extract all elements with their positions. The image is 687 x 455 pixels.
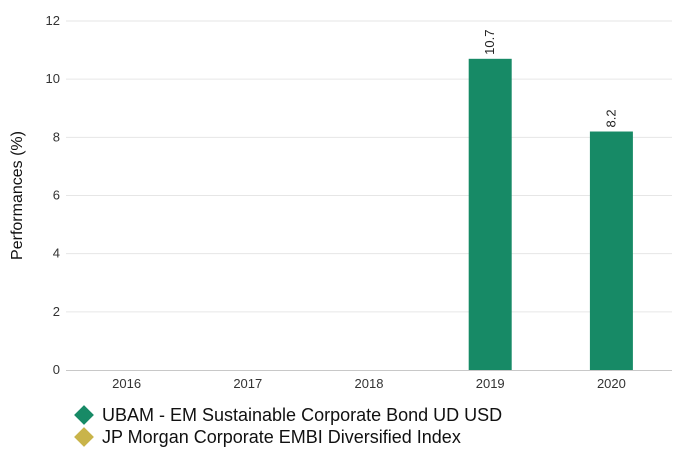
legend-item-series-2[interactable]: JP Morgan Corporate EMBI Diversified Ind…	[74, 426, 502, 448]
x-tick-label: 2018	[355, 376, 384, 391]
y-tick-label: 6	[53, 188, 60, 203]
x-axis-ticks: 2016 2017 2018 2019 2020	[112, 376, 626, 391]
bar-data-label: 8.2	[603, 109, 618, 127]
legend: UBAM - EM Sustainable Corporate Bond UD …	[74, 404, 502, 448]
bars: 10.7 8.2	[468, 29, 633, 370]
legend-item-series-1[interactable]: UBAM - EM Sustainable Corporate Bond UD …	[74, 404, 502, 426]
legend-label: UBAM - EM Sustainable Corporate Bond UD …	[102, 404, 503, 425]
y-tick-label: 2	[53, 304, 60, 319]
bar[interactable]	[468, 58, 512, 370]
y-axis-title: Performances (%)	[9, 131, 26, 260]
y-tick-label: 0	[53, 362, 60, 377]
x-tick-label: 2020	[597, 376, 626, 391]
y-tick-label: 10	[46, 71, 60, 86]
x-tick-label: 2019	[476, 376, 505, 391]
bar[interactable]	[589, 131, 633, 370]
y-tick-label: 12	[46, 13, 60, 28]
legend-diamond-icon	[74, 427, 94, 447]
legend-label: JP Morgan Corporate EMBI Diversified Ind…	[102, 426, 461, 447]
y-axis-ticks: 0 2 4 6 8 10 12	[46, 13, 60, 377]
gridlines	[66, 20, 672, 313]
legend-diamond-icon	[74, 405, 94, 425]
x-tick-label: 2016	[112, 376, 141, 391]
bar-chart: 0 2 4 6 8 10 12 10.7 8.2 2016 2017 2018 2019 2020 P…	[9, 13, 672, 391]
y-tick-label: 8	[53, 129, 60, 144]
x-tick-label: 2017	[233, 376, 262, 391]
y-tick-label: 4	[53, 246, 60, 261]
bar-data-label: 10.7	[482, 29, 497, 54]
